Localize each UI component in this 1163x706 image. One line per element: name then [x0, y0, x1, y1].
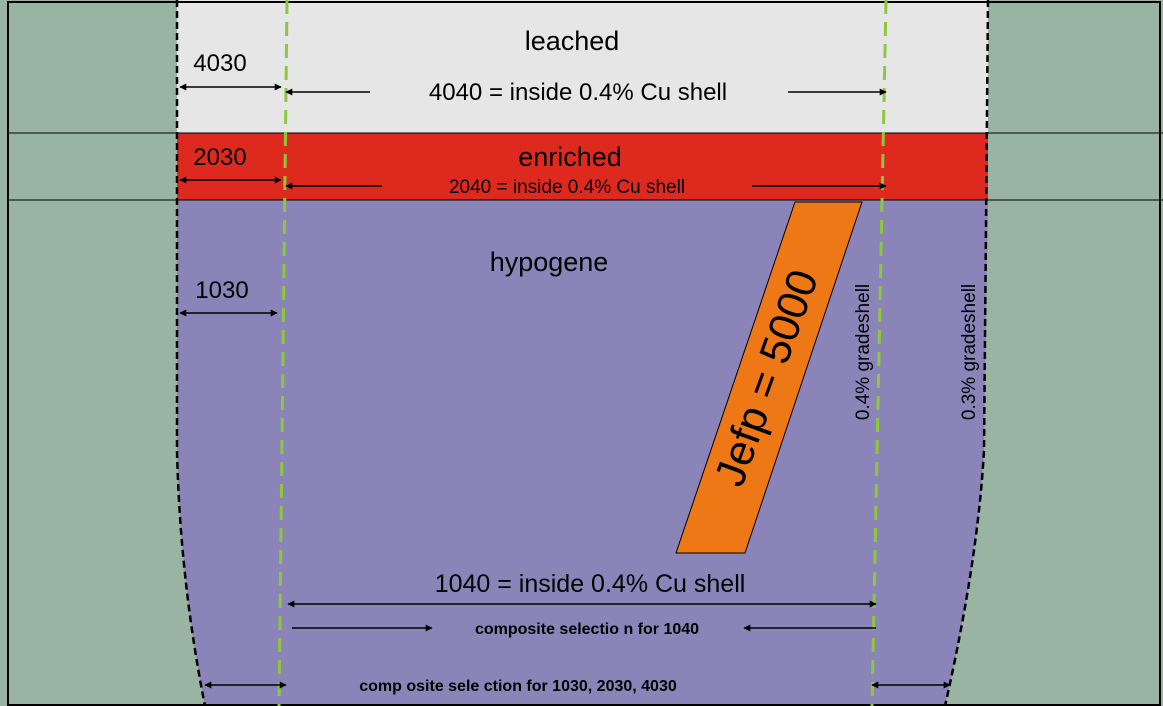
jefp-dike: [675, 201, 863, 554]
enriched-zone: [177, 133, 988, 200]
frame: [7, 1, 1161, 706]
hypogene-outer-label: 1030: [195, 277, 248, 304]
enriched-inner-label: 2040 = inside 0.4% Cu shell: [449, 177, 685, 198]
composite-outer-label: comp osite sele ction for 1030, 2030, 40…: [359, 678, 677, 695]
hypogene-label: hypogene: [490, 247, 609, 277]
leached-outer-label: 4030: [193, 50, 246, 77]
enriched-outer-label: 2030: [193, 144, 246, 171]
inner-gradeshell-left: [277, 0, 289, 706]
leached-inner-label: 4040 = inside 0.4% Cu shell: [429, 79, 727, 106]
enriched-label: enriched: [518, 142, 622, 172]
hypogene-inner-label: 1040 = inside 0.4% Cu shell: [435, 570, 746, 598]
composite-inner-label: composite selectio n for 1040: [475, 621, 699, 638]
leached-zone: [177, 0, 988, 133]
outer-gradeshell-left: [175, 0, 207, 706]
inner-shell-label: 0.4% gradeshell: [853, 284, 874, 420]
inner-gradeshell-right: [870, 0, 888, 706]
outer-gradeshell-right: [943, 0, 990, 706]
leached-label: leached: [525, 26, 620, 56]
outer-shell-label: 0.3% gradeshell: [959, 284, 980, 420]
